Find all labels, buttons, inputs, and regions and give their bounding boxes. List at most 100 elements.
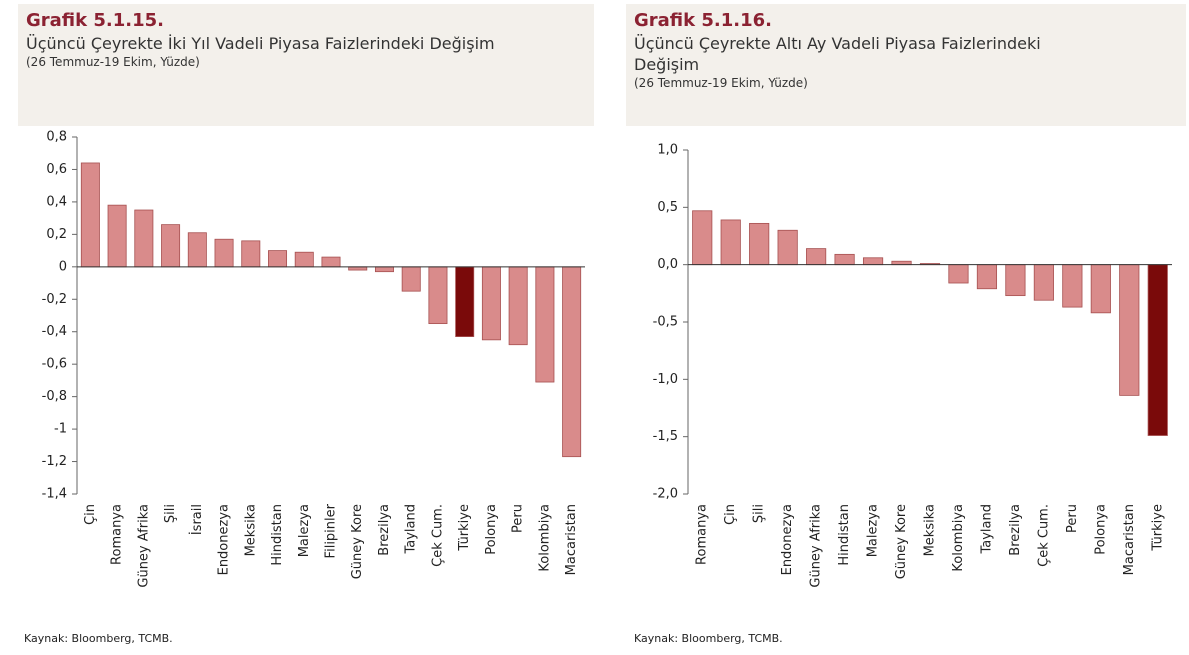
x-tick-label: Polonya — [1093, 504, 1108, 555]
x-tick-label: Çin — [83, 504, 98, 525]
bar — [374, 266, 394, 273]
source: Kaynak: Bloomberg, TCMB. — [634, 632, 783, 645]
y-tick-label: -2,0 — [653, 487, 678, 502]
y-tick-label: -0,2 — [42, 292, 67, 307]
x-tick-label: Hindistan — [270, 504, 285, 566]
x-tick-label: Polonya — [484, 504, 499, 555]
y-tick-label: 0,8 — [46, 130, 67, 145]
bar — [891, 260, 912, 266]
bar — [455, 266, 475, 337]
x-tick-label: Malezya — [297, 504, 312, 557]
y-tick-label: 0,6 — [46, 162, 67, 177]
x-tick-label: Endonezya — [780, 504, 795, 575]
bar — [134, 209, 154, 268]
bar — [834, 253, 855, 266]
y-tick-label: 0,4 — [46, 194, 67, 209]
title: Grafik 5.1.16. — [634, 10, 772, 31]
title: Grafik 5.1.15. — [26, 10, 164, 31]
x-tick-label: Macaristan — [564, 504, 579, 575]
x-tick-label: Meksika — [923, 504, 938, 556]
x-tick-label: Peru — [511, 504, 526, 533]
bar — [562, 266, 582, 458]
bar — [720, 219, 741, 266]
bar — [321, 256, 341, 268]
x-tick-label: İsrail — [189, 504, 205, 535]
bar — [187, 232, 207, 268]
source: Kaynak: Bloomberg, TCMB. — [24, 632, 173, 645]
bar — [948, 264, 969, 284]
bar — [508, 266, 528, 346]
bar — [1062, 264, 1083, 308]
x-tick-label: Kolombiya — [537, 504, 552, 572]
note: (26 Temmuz-19 Ekim, Yüzde) — [26, 55, 200, 69]
header: Grafik 5.1.16. Üçüncü Çeyrekte Altı Ay V… — [626, 4, 1186, 126]
bar — [428, 266, 448, 325]
bar — [1147, 264, 1168, 436]
x-tick-label: Tayland — [404, 504, 419, 555]
y-tick-label: -1,2 — [42, 454, 67, 469]
x-tick-label: Romanya — [695, 504, 710, 565]
y-tick-label: 1,0 — [657, 143, 678, 158]
y-tick-label: 0,2 — [46, 227, 67, 242]
x-tick-label: Güney Kore — [894, 504, 909, 579]
bar — [1005, 264, 1026, 297]
x-tick-label: Türkiye — [1150, 504, 1165, 552]
x-tick-label: Güney Afrika — [136, 504, 151, 588]
x-tick-label: Filipinler — [324, 503, 339, 558]
bar — [401, 266, 421, 292]
x-tick-label: Malezya — [866, 504, 881, 557]
bar — [749, 222, 770, 266]
x-tick-label: Çek Cum. — [1036, 504, 1051, 567]
x-tick-label: Şili — [163, 504, 178, 523]
bar — [214, 238, 234, 268]
x-tick-label: Macaristan — [1122, 504, 1137, 575]
note: (26 Temmuz-19 Ekim, Yüzde) — [634, 76, 808, 90]
y-tick-label: -0,5 — [653, 315, 678, 330]
subtitle: Üçüncü Çeyrekte Altı Ay Vadeli Piyasa Fa… — [634, 34, 1041, 74]
x-tick-label: Endonezya — [217, 504, 232, 575]
y-tick-label: -0,4 — [42, 324, 67, 339]
bar — [1033, 264, 1054, 301]
bar — [268, 250, 288, 268]
bar — [777, 229, 798, 266]
y-tick-label: -1,4 — [42, 487, 67, 502]
x-tick-label: Peru — [1065, 504, 1080, 533]
bar — [1119, 264, 1140, 396]
bar — [80, 162, 100, 268]
x-tick-label: Güney Afrika — [809, 504, 824, 588]
x-tick-label: Çin — [723, 504, 738, 525]
bar — [294, 251, 314, 268]
header: Grafik 5.1.15. Üçüncü Çeyrekte İki Yıl V… — [18, 4, 594, 126]
bar — [976, 264, 998, 290]
y-tick-label: -0,6 — [42, 357, 67, 372]
x-tick-label: Meksika — [243, 504, 258, 556]
x-tick-label: Güney Kore — [350, 504, 365, 579]
x-tick-label: Brezilya — [377, 504, 392, 556]
y-tick-label: -0,8 — [42, 389, 67, 404]
x-tick-label: Romanya — [110, 504, 125, 565]
y-tick-label: -1 — [54, 422, 67, 437]
x-tick-label: Türkiye — [457, 504, 472, 552]
bar — [161, 224, 181, 268]
bar — [241, 240, 261, 268]
bar — [1090, 264, 1111, 314]
y-tick-label: -1,0 — [653, 372, 678, 387]
subtitle: Üçüncü Çeyrekte İki Yıl Vadeli Piyasa Fa… — [26, 34, 495, 53]
y-tick-label: 0,5 — [657, 200, 678, 215]
x-tick-label: Şili — [752, 504, 767, 523]
x-tick-label: Çek Cum. — [430, 504, 445, 567]
bar — [535, 266, 555, 383]
y-tick-label: -1,5 — [653, 429, 678, 444]
bar — [107, 204, 127, 268]
y-tick-label: 0,0 — [657, 257, 678, 272]
bar — [481, 266, 501, 341]
bar — [692, 210, 713, 266]
x-tick-label: Brezilya — [1008, 504, 1023, 556]
bar — [862, 257, 884, 266]
x-tick-label: Kolombiya — [951, 504, 966, 572]
bar — [806, 248, 827, 266]
x-tick-label: Tayland — [979, 504, 994, 555]
y-tick-label: 0 — [59, 259, 67, 274]
